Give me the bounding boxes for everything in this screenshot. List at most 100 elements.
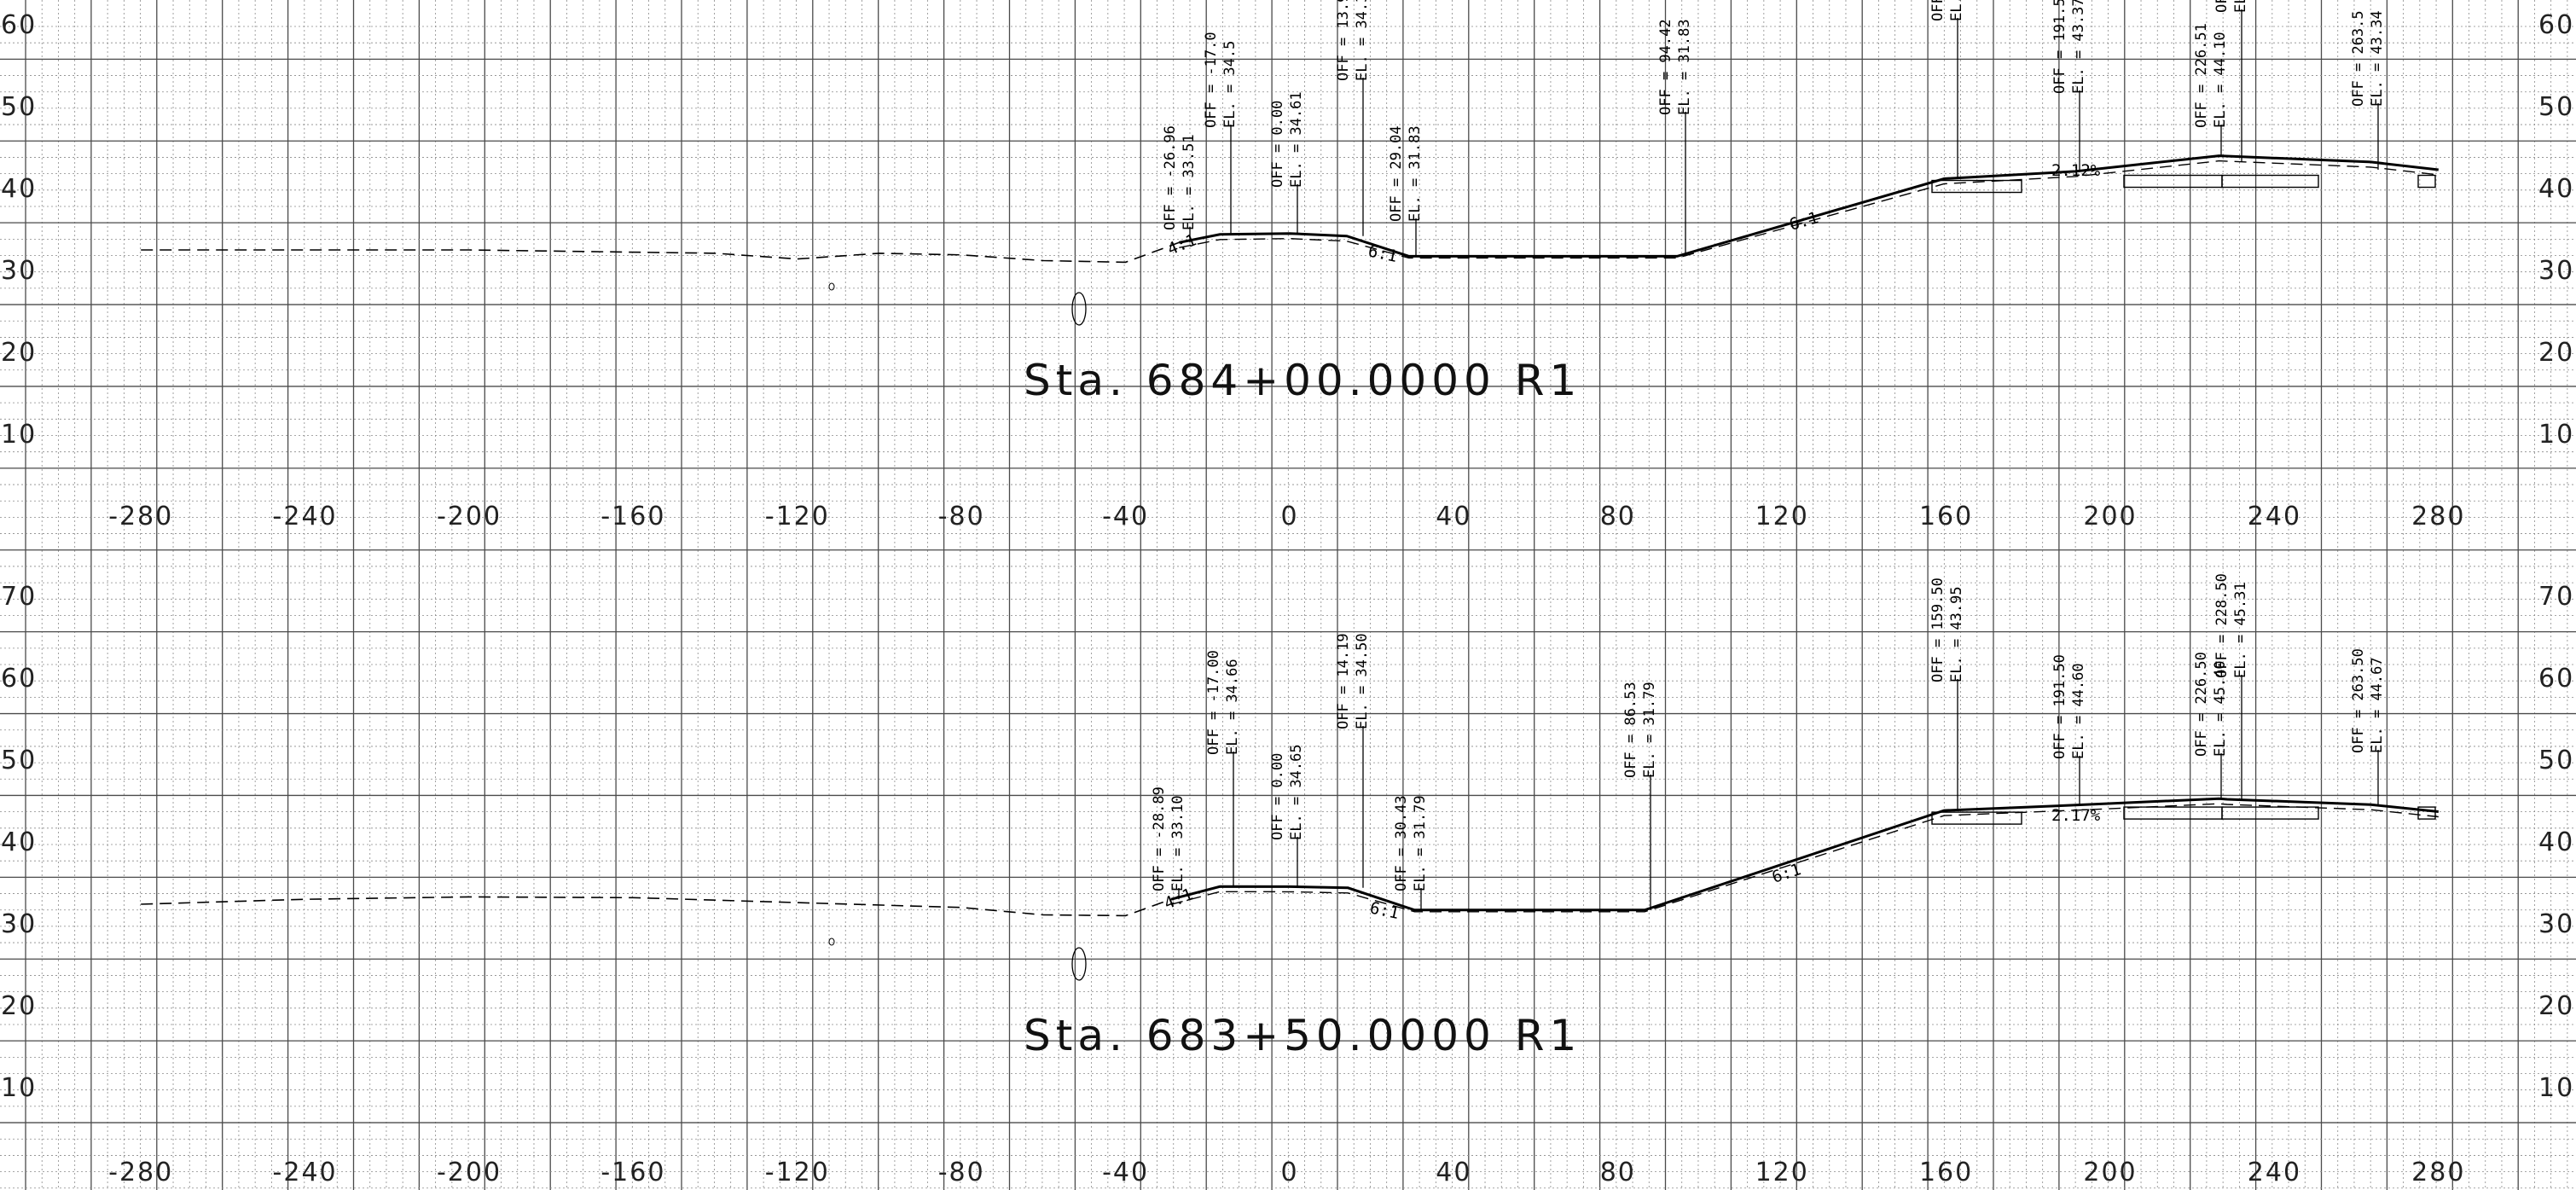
callout-elevation-label: EL. = 34.61 xyxy=(1288,91,1305,188)
callout-elevation-label: EL. = 44.67 xyxy=(2369,657,2386,753)
elevation-tick-label-left: 20 xyxy=(1,991,37,1021)
offset-tick-label: -40 xyxy=(1102,502,1149,531)
pavement-layer xyxy=(2221,806,2319,820)
callout-offset-label: OFF = 226.51 xyxy=(2193,23,2210,128)
callout-offset-label: OFF = 191.50 xyxy=(2051,654,2068,759)
callout-elevation-label: EL. = 31.83 xyxy=(1676,19,1693,115)
callout-offset-label: OFF = -17.0 xyxy=(1203,32,1220,128)
offset-tick-label: -120 xyxy=(765,502,830,531)
callout-elevation-label: EL. = 34.3 xyxy=(1354,0,1371,81)
pavement-layer xyxy=(2417,806,2436,820)
callout-offset-label: OFF = 263.5 xyxy=(2350,10,2367,107)
elevation-tick-label-left: 30 xyxy=(1,909,37,939)
callout-offset-label: OFF = 86.53 xyxy=(1622,682,1639,778)
offset-tick-label: -120 xyxy=(765,1158,830,1187)
elevation-tick-label-left: 20 xyxy=(1,338,37,368)
offset-tick-label: 280 xyxy=(2411,1158,2465,1187)
callout-elevation-label: EL. = 43.37 xyxy=(2070,0,2087,94)
callout-elevation-label: EL. = 43.95 xyxy=(1948,586,1965,682)
offset-tick-label: 120 xyxy=(1755,502,1809,531)
callout-elevation-label: EL. = 33.51 xyxy=(1181,134,1198,230)
callout-elevation-label: EL. = 34.50 xyxy=(1354,633,1371,729)
callout-offset-label: OFF = 159.50 xyxy=(1929,578,1947,682)
callout-elevation-label: EL. = 34.5 xyxy=(1221,41,1239,128)
offset-tick-label: 200 xyxy=(2083,502,2137,531)
elevation-tick-label-left: 40 xyxy=(1,174,37,204)
offset-tick-label: 40 xyxy=(1436,1158,1471,1187)
offset-tick-label: 40 xyxy=(1436,502,1471,531)
callout-elevation-label: EL. xyxy=(1948,0,1965,21)
callout-elevation-label: EL. = 33.10 xyxy=(1169,795,1186,891)
callout-offset-label: OFF = 263.50 xyxy=(2350,648,2367,753)
elevation-tick-label-right: 20 xyxy=(2538,338,2574,368)
callout-offset-label: OFF = -17.00 xyxy=(1205,650,1222,755)
offset-tick-label: 80 xyxy=(1600,1158,1636,1187)
callout-offset-label: OFF = -28.89 xyxy=(1151,787,1168,891)
pavement-layer xyxy=(2417,174,2436,189)
callout-offset-label: OFF xyxy=(2213,0,2231,13)
elevation-tick-label-left: 10 xyxy=(1,1073,37,1103)
offset-tick-label: -160 xyxy=(600,1158,665,1187)
crossfall-label: 2.17% xyxy=(2051,806,2101,825)
callout-offset-label: OFF = 94.42 xyxy=(1657,19,1674,115)
callout-elevation-label: EL. = 31.79 xyxy=(1412,795,1429,891)
elevation-tick-label-left: 70 xyxy=(1,582,37,612)
elevation-tick-label-right: 10 xyxy=(2538,420,2574,450)
callout-elevation-label: EL. = 31.79 xyxy=(1641,682,1658,778)
callout-offset-label: OFF = -26.96 xyxy=(1162,125,1179,230)
callout-offset-label: OFF = 13.9 xyxy=(1335,0,1352,81)
offset-tick-label: 160 xyxy=(1919,502,1973,531)
callout-offset-label: OFF = 228.50 xyxy=(2213,573,2231,678)
offset-tick-label: 160 xyxy=(1919,1158,1973,1187)
offset-tick-label: -240 xyxy=(273,1158,338,1187)
pavement-layer xyxy=(1931,811,2022,825)
proposed-section-line xyxy=(1179,154,2439,258)
offset-tick-label: -240 xyxy=(273,502,338,531)
offset-tick-label: 0 xyxy=(1280,1158,1298,1187)
station-title: Sta. 684+00.0000 R1 xyxy=(1024,356,1581,405)
offset-tick-label: -280 xyxy=(108,502,173,531)
utility-marker xyxy=(1071,292,1087,326)
elevation-tick-label-right: 10 xyxy=(2538,1073,2574,1103)
elevation-tick-label-left: 40 xyxy=(1,827,37,857)
offset-tick-label: 0 xyxy=(1280,502,1298,531)
elevation-tick-label-left: 50 xyxy=(1,746,37,775)
elevation-tick-label-left: 60 xyxy=(1,664,37,694)
offset-tick-label: -200 xyxy=(437,502,502,531)
callout-elevation-label: EL. = 45.31 xyxy=(2232,582,2249,678)
elevation-tick-label-right: 60 xyxy=(2538,664,2574,694)
proposed-section-line xyxy=(1170,797,2439,912)
existing-ground-line xyxy=(141,896,1172,917)
callout-offset-label: OFF = 14.19 xyxy=(1335,633,1352,729)
offset-tick-label: 240 xyxy=(2248,502,2301,531)
offset-tick-label: 120 xyxy=(1755,1158,1809,1187)
callout-offset-label: OFF = 29.04 xyxy=(1388,125,1405,222)
elevation-tick-label-right: 50 xyxy=(2538,746,2574,775)
elevation-tick-label-right: 40 xyxy=(2538,174,2574,204)
callout-offset-label: OFF = 191.5 xyxy=(2051,0,2068,94)
callout-elevation-label: EL. = 34.66 xyxy=(1224,659,1241,755)
callout-offset-label: OFF = 0.00 xyxy=(1269,753,1286,840)
elevation-tick-label-left: 60 xyxy=(1,10,37,40)
offset-tick-label: 200 xyxy=(2083,1158,2137,1187)
offset-tick-label: 240 xyxy=(2248,1158,2301,1187)
callout-offset-label: OFF xyxy=(1929,0,1947,21)
offset-tick-label: 280 xyxy=(2411,502,2465,531)
existing-ground-line xyxy=(1170,803,2439,913)
crossfall-label: 2.12% xyxy=(2051,161,2101,180)
offset-tick-label: -280 xyxy=(108,1158,173,1187)
elevation-tick-label-left: 30 xyxy=(1,256,37,286)
pavement-layer xyxy=(2221,174,2319,189)
callout-elevation-label: EL. = 44.60 xyxy=(2070,663,2087,759)
elevation-tick-label-right: 30 xyxy=(2538,909,2574,939)
callout-offset-label: OFF = 30.43 xyxy=(1393,795,1410,891)
callout-elevation-label: EL. = 45.40 xyxy=(2212,660,2229,757)
callout-elevation-label: EL. = 34.65 xyxy=(1288,744,1305,840)
offset-tick-label: -40 xyxy=(1102,1158,1149,1187)
offset-tick-label: -80 xyxy=(938,1158,985,1187)
offset-tick-label: -80 xyxy=(938,502,985,531)
callout-offset-label: OFF = 226.50 xyxy=(2193,652,2210,757)
elevation-tick-label-right: 40 xyxy=(2538,827,2574,857)
station-title: Sta. 683+50.0000 R1 xyxy=(1024,1011,1581,1060)
